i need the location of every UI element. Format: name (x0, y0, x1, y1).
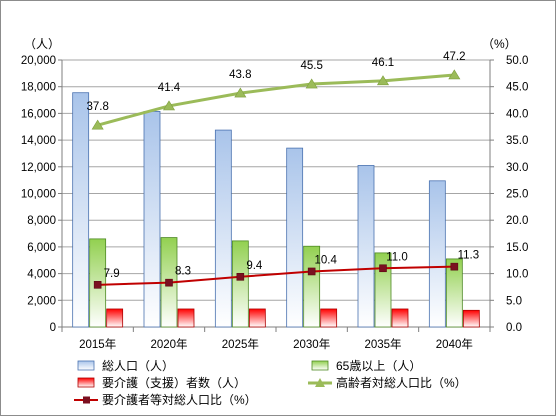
right-tick-label: 35.0 (506, 135, 528, 147)
bar (391, 308, 409, 328)
legend-swatch (311, 360, 329, 371)
data-label: 7.9 (104, 268, 120, 280)
data-label: 11.0 (386, 251, 408, 263)
right-tick-label: 5.0 (506, 295, 522, 307)
point (305, 78, 318, 89)
series-line (97, 73, 455, 127)
left-tick-label: 4,000 (27, 269, 56, 281)
right-tick-label: 25.0 (506, 189, 528, 201)
data-label: 46.1 (372, 57, 394, 69)
data-label: 41.4 (158, 82, 181, 94)
bar (462, 309, 480, 328)
data-label: 9.4 (246, 260, 263, 272)
left-tick-label: 14,000 (21, 135, 56, 147)
x-tick-label: 2040年 (436, 337, 473, 351)
bar (214, 129, 232, 328)
axes: 0 0.0 2,000 5.0 4,000 10.0 6,000 15.0 8,000 20.0 1… (21, 37, 529, 351)
point (93, 281, 102, 289)
legend-marker (83, 396, 90, 404)
point (162, 100, 176, 111)
data-label: 10.4 (314, 254, 337, 266)
point (307, 267, 316, 276)
bar (231, 240, 249, 328)
left-tick-label: 20,000 (21, 55, 56, 67)
right-tick-label: 15.0 (506, 242, 528, 254)
right-tick-label: 20.0 (506, 215, 528, 227)
point (379, 264, 387, 273)
bar (248, 308, 266, 328)
bar-series (72, 92, 480, 328)
legend: 総人口（人） 65歳以上（人） 要介護（支援）者数（人） 高齢者対総人口比（%） 要介護… (74, 359, 467, 407)
gridlines (62, 59, 490, 301)
left-tick-label: 16,000 (21, 108, 56, 120)
legend-label: 要介護者等対総人口比（%） (102, 392, 257, 407)
data-label: 43.8 (229, 69, 251, 81)
legend-label: 要介護（支援）者数（人） (102, 375, 246, 390)
x-tick-label: 2035年 (364, 337, 401, 351)
right-tick-label: 40.0 (506, 108, 528, 120)
legend-label: 総人口（人） (102, 359, 174, 373)
legend-marker (315, 378, 325, 387)
data-labels: 37.8 41.4 43.8 45.5 46.1 47.2 7.9 8.3 9.4 10.4 11.… (86, 51, 479, 280)
legend-label: 65歳以上（人） (336, 359, 421, 373)
point (165, 278, 173, 287)
left-axis-unit: （人） (24, 37, 60, 51)
left-tick-label: 10,000 (21, 189, 56, 201)
point (234, 87, 247, 98)
bar (320, 308, 338, 328)
right-axis-unit: （%） (482, 37, 517, 51)
point (91, 119, 104, 130)
legend-swatch (77, 360, 95, 371)
data-label: 47.2 (443, 51, 465, 63)
left-tick-label: 12,000 (21, 162, 56, 174)
line-series (91, 69, 461, 289)
bar (177, 308, 195, 328)
x-tick-label: 2025年 (222, 337, 259, 351)
right-tick-label: 45.0 (506, 82, 528, 94)
left-tick-label: 6,000 (27, 242, 56, 254)
left-tick-label: 8,000 (27, 215, 56, 227)
point (376, 75, 390, 86)
bar (374, 252, 392, 328)
x-tick-label: 2020年 (150, 337, 187, 351)
bar (428, 180, 446, 328)
right-tick-label: 0.0 (506, 322, 522, 334)
point (236, 273, 245, 281)
right-tick-label: 50.0 (506, 55, 528, 67)
x-tick-label: 2030年 (293, 337, 330, 351)
right-tick-label: 10.0 (506, 269, 528, 281)
left-tick-label: 0 (50, 322, 56, 334)
legend-swatch (77, 377, 95, 388)
data-label: 45.5 (300, 60, 322, 72)
point (448, 69, 461, 80)
bar (286, 147, 304, 328)
left-tick-label: 2,000 (27, 295, 56, 307)
data-label: 11.3 (458, 250, 480, 262)
bar (357, 165, 375, 328)
bar (72, 92, 90, 328)
left-tick-label: 18,000 (21, 82, 56, 94)
x-tick-label: 2015年 (79, 337, 116, 351)
bar (143, 110, 161, 328)
legend-label: 高齢者対総人口比（%） (336, 375, 467, 390)
right-tick-label: 30.0 (506, 162, 528, 174)
data-label: 37.8 (86, 101, 108, 113)
series-line (97, 265, 455, 286)
bar (445, 258, 463, 328)
bar (303, 245, 321, 328)
point (450, 262, 459, 271)
bar (106, 308, 124, 328)
data-label: 8.3 (175, 266, 191, 278)
